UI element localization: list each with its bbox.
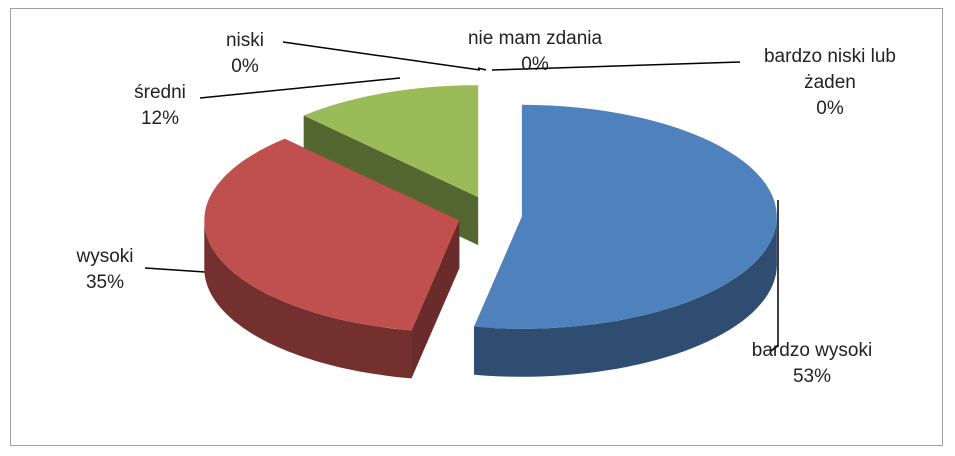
chart-frame — [10, 8, 943, 446]
label-name: bardzo niski lub żaden — [763, 46, 897, 93]
label-value: 12% — [140, 108, 180, 129]
data-label: wysoki 35% — [45, 244, 165, 296]
label-name: bardzo wysoki — [751, 340, 873, 361]
data-label: bardzo niski lub żaden 0% — [740, 44, 920, 122]
label-value: 0% — [231, 56, 259, 77]
leader-line — [491, 61, 741, 71]
label-name: średni — [134, 82, 186, 103]
leader-line — [199, 77, 401, 99]
slice-side — [474, 216, 777, 377]
data-label: nie mam zdania 0% — [435, 26, 635, 78]
label-value: 0% — [521, 54, 549, 75]
leader-line — [282, 41, 481, 71]
pie-slice — [474, 104, 777, 377]
label-name: wysoki — [76, 246, 134, 267]
label-value: 53% — [792, 366, 832, 387]
leader-line — [769, 200, 779, 353]
leader-line — [144, 267, 206, 273]
label-name: nie mam zdania — [467, 28, 603, 49]
label-value: 0% — [816, 98, 844, 119]
label-name: niski — [225, 30, 264, 51]
slice-top — [204, 138, 460, 331]
slice-top — [474, 104, 777, 329]
label-value: 35% — [85, 272, 125, 293]
leader-lines — [144, 41, 779, 353]
leader-line — [477, 67, 487, 71]
data-label: bardzo wysoki 53% — [712, 338, 912, 390]
pie-slice — [204, 138, 460, 379]
data-label: niski 0% — [195, 28, 295, 80]
slice-side — [204, 220, 412, 379]
data-label: średni 12% — [100, 80, 220, 132]
slice-top — [303, 85, 479, 198]
